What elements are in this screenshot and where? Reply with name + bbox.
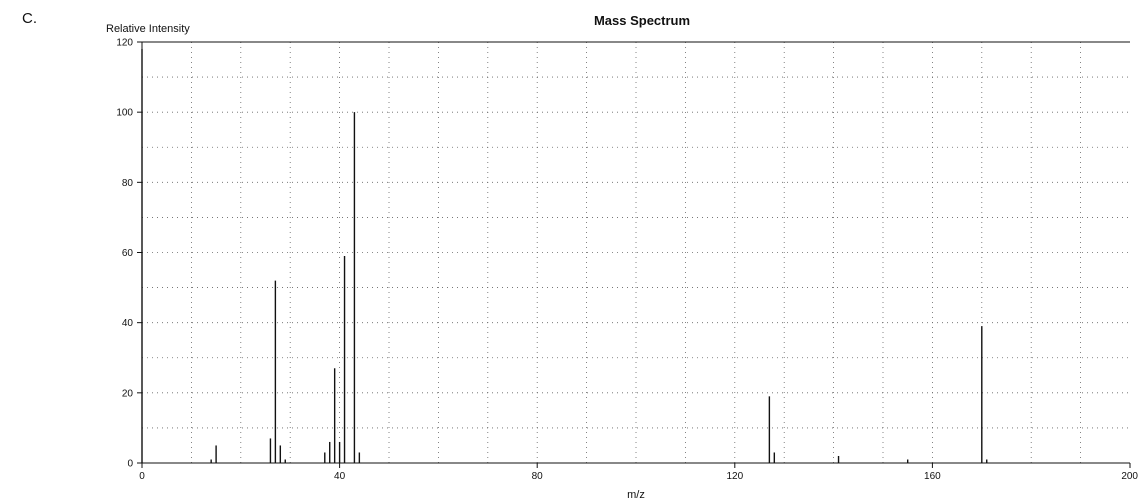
x-tick-label: 0 <box>139 471 145 482</box>
y-tick-label: 60 <box>122 248 134 259</box>
figure-label: C. <box>22 10 37 27</box>
peaks <box>141 49 988 463</box>
grid <box>142 42 1130 463</box>
axes <box>137 41 1131 468</box>
x-tick-label: 160 <box>924 471 941 482</box>
x-tick-label: 80 <box>532 471 544 482</box>
y-tick-label: 20 <box>122 388 134 399</box>
y-tick-label: 0 <box>127 459 133 470</box>
y-tick-label: 80 <box>122 178 134 189</box>
y-axis-title: Relative Intensity <box>106 23 190 35</box>
y-tick-label: 40 <box>122 318 134 329</box>
x-tick-label: 120 <box>726 471 743 482</box>
y-tick-label: 100 <box>116 108 133 119</box>
x-tick-label: 40 <box>334 471 346 482</box>
y-tick-label: 120 <box>116 38 133 49</box>
tick-labels: 0 20 40 60 80 100 120 0 40 80 120 160 200 <box>116 38 1138 483</box>
x-axis-title: m/z <box>627 489 645 501</box>
x-tick-label: 200 <box>1121 471 1138 482</box>
chart-title: Mass Spectrum <box>594 13 690 28</box>
